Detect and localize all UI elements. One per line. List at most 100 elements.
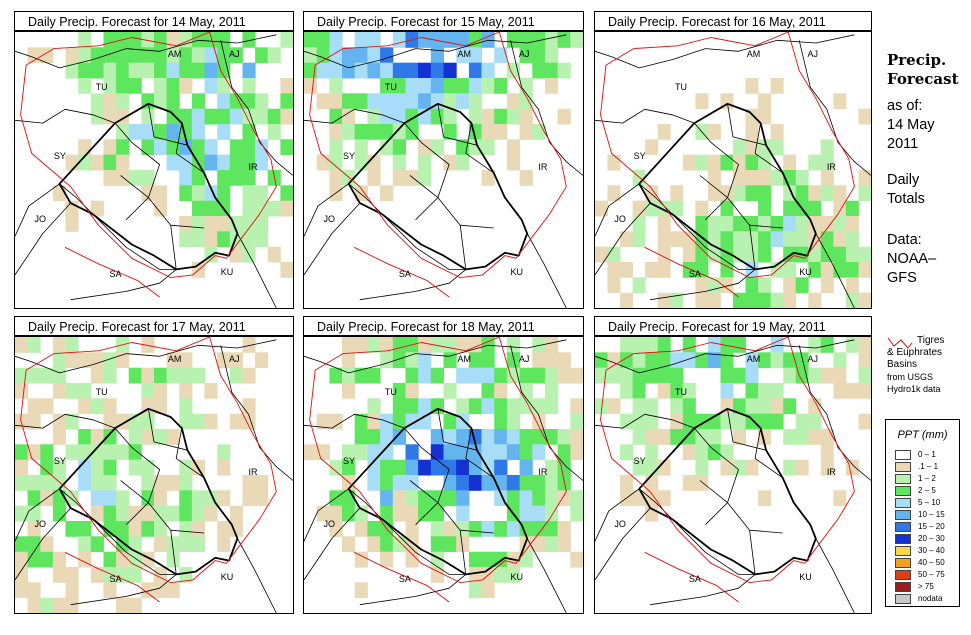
map-label-jo: JO bbox=[614, 214, 626, 225]
boundary-line bbox=[510, 345, 583, 481]
sidebar-title-line1: Precip. bbox=[887, 51, 947, 69]
boundary-line bbox=[304, 413, 405, 429]
precip-map: AM AJ TU SY IR JO SA KU bbox=[14, 336, 294, 614]
ppt-legend-label: 50 – 75 bbox=[918, 570, 945, 579]
basin-outline bbox=[309, 337, 567, 584]
ppt-legend-label: .1 – 1 bbox=[918, 462, 939, 471]
boundary-line bbox=[170, 530, 177, 575]
boundary-line bbox=[437, 408, 478, 451]
boundary-line bbox=[595, 413, 695, 429]
panel-title: Daily Precip. Forecast for 17 May, 2011 bbox=[14, 316, 294, 336]
iraq-border bbox=[58, 102, 239, 271]
ppt-legend-swatch bbox=[895, 498, 911, 508]
boundary-line bbox=[754, 428, 783, 479]
map-label-am: AM bbox=[167, 48, 182, 59]
boundary-line bbox=[595, 183, 640, 237]
boundary-line bbox=[459, 225, 467, 270]
ppt-legend-swatch bbox=[895, 486, 911, 496]
basins-line1: Tigres bbox=[917, 335, 945, 346]
map-label-ir: IR bbox=[538, 161, 548, 172]
basins-legend: Tigres & Euphrates Basins from USGS Hydr… bbox=[887, 335, 944, 395]
ppt-legend-swatch bbox=[895, 474, 911, 484]
basin-outline bbox=[600, 337, 855, 584]
boundary-line bbox=[727, 103, 767, 146]
ppt-legend-swatch bbox=[895, 462, 911, 472]
map-canvas bbox=[595, 337, 871, 613]
basins-line2: & Euphrates bbox=[887, 347, 943, 358]
map-canvas bbox=[304, 337, 583, 613]
boundary-line bbox=[175, 123, 205, 174]
map-label-tu: TU bbox=[95, 386, 108, 397]
boundary-line bbox=[304, 34, 567, 69]
panel-title: Daily Precip. Forecast for 18 May, 2011 bbox=[303, 316, 584, 336]
boundary-line bbox=[304, 108, 405, 124]
boundary-line bbox=[15, 108, 116, 124]
precip-map: AM AJ TU SY IR JO SA KU bbox=[303, 336, 584, 614]
basin-outline bbox=[354, 551, 450, 603]
map-label-sa: SA bbox=[398, 574, 411, 585]
ppt-legend-swatch bbox=[895, 570, 911, 580]
map-label-jo: JO bbox=[34, 519, 46, 530]
basin-outline bbox=[64, 246, 160, 298]
boundary-line bbox=[526, 233, 567, 308]
boundary-line bbox=[459, 530, 467, 575]
boundary-line bbox=[15, 34, 277, 69]
boundary-line bbox=[15, 202, 71, 276]
boundary-line bbox=[59, 183, 177, 270]
boundary-line bbox=[465, 428, 494, 479]
boundary-line bbox=[148, 408, 188, 451]
boundary-line bbox=[348, 183, 466, 270]
map-label-tu: TU bbox=[95, 81, 108, 92]
boundary-line bbox=[304, 339, 567, 374]
boundary-line bbox=[15, 488, 60, 542]
precip-grid bbox=[595, 337, 871, 522]
boundary-line bbox=[237, 538, 277, 613]
map-label-ir: IR bbox=[826, 466, 836, 477]
basin-outline bbox=[600, 32, 855, 279]
map-label-sy: SY bbox=[633, 150, 646, 161]
ppt-legend-label: 20 – 30 bbox=[918, 534, 945, 543]
map-label-sa: SA bbox=[688, 269, 701, 280]
map-label-sy: SY bbox=[53, 455, 66, 466]
iraq-border bbox=[347, 102, 529, 271]
precip-grid bbox=[15, 337, 269, 613]
boundary-line bbox=[727, 408, 767, 451]
precip-map: AM AJ TU SY IR JO SA KU bbox=[14, 31, 294, 309]
ppt-legend-label: nodata bbox=[918, 594, 943, 603]
boundary-line bbox=[15, 413, 116, 429]
map-label-ku: KU bbox=[799, 266, 812, 277]
boundary-line bbox=[437, 103, 478, 146]
basin-outline bbox=[20, 32, 277, 279]
boundary-line bbox=[526, 538, 567, 613]
ppt-legend-swatch bbox=[895, 594, 911, 604]
boundary-line bbox=[348, 488, 466, 575]
map-label-aj: AJ bbox=[229, 48, 240, 59]
map-label-tu: TU bbox=[384, 81, 397, 92]
boundary-line bbox=[304, 488, 349, 542]
map-label-aj: AJ bbox=[518, 353, 530, 364]
map-label-ku: KU bbox=[220, 571, 234, 582]
map-canvas bbox=[595, 32, 871, 308]
ppt-legend-swatch bbox=[895, 450, 911, 460]
map-label-sy: SY bbox=[633, 455, 646, 466]
boundary-line bbox=[304, 183, 349, 237]
ppt-legend-swatch bbox=[895, 522, 911, 532]
map-label-sy: SY bbox=[343, 455, 356, 466]
boundary-line bbox=[510, 40, 583, 176]
boundary-line bbox=[749, 225, 756, 270]
boundary-line bbox=[15, 507, 71, 581]
sidebar-totals-line1: Daily bbox=[887, 172, 920, 188]
map-label-ir: IR bbox=[826, 161, 836, 172]
map-canvas bbox=[304, 32, 583, 308]
precip-map: AM AJ TU SY IR JO SA KU bbox=[594, 336, 872, 614]
map-label-sa: SA bbox=[109, 269, 122, 280]
sidebar-data-line2: NOAA– bbox=[887, 251, 937, 267]
ppt-legend-swatch bbox=[895, 558, 911, 568]
basin-outline bbox=[354, 246, 450, 298]
map-label-jo: JO bbox=[323, 214, 336, 225]
boundary-line bbox=[694, 122, 783, 229]
ppt-legend-label: 15 – 20 bbox=[918, 522, 945, 531]
boundary-line bbox=[220, 345, 293, 481]
boundary-line bbox=[699, 175, 728, 220]
precip-map: AM AJ TU SY IR JO SA KU bbox=[303, 31, 584, 309]
